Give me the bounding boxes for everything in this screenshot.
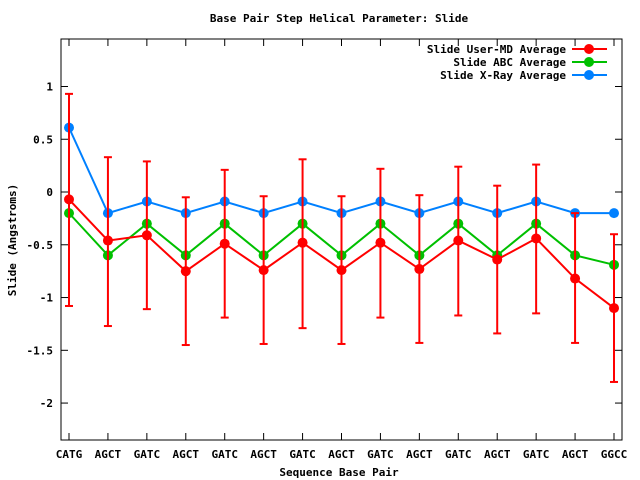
data-point: [64, 194, 74, 205]
x-tick-label: GATC: [445, 448, 472, 461]
y-tick-label: -0.5: [27, 239, 54, 252]
y-tick-label: -1.5: [27, 344, 54, 357]
x-tick-label: CATG: [56, 448, 83, 461]
x-axis-label: Sequence Base Pair: [279, 466, 399, 479]
legend-label: Slide ABC Average: [453, 56, 566, 69]
x-tick-label: GGCC: [601, 448, 628, 461]
legend-label: Slide X-Ray Average: [440, 69, 566, 82]
x-tick-label: AGCT: [95, 448, 122, 461]
x-tick-label: GATC: [523, 448, 550, 461]
y-tick-label: -2: [40, 397, 53, 410]
data-point: [453, 235, 464, 246]
x-tick-label: AGCT: [406, 448, 433, 461]
data-point: [219, 238, 230, 249]
y-tick-label: 0: [46, 186, 53, 199]
legend-label: Slide User-MD Average: [427, 43, 566, 56]
y-tick-label: 1: [46, 80, 53, 93]
y-axis-label: Slide (Angstroms): [6, 184, 19, 297]
data-point: [570, 273, 581, 284]
data-point: [336, 265, 347, 276]
legend-marker: [584, 57, 594, 67]
data-point: [102, 235, 113, 246]
y-tick-label: 0.5: [33, 133, 53, 146]
data-point: [609, 303, 619, 314]
x-tick-label: AGCT: [562, 448, 589, 461]
data-point: [375, 237, 386, 248]
chart-title: Base Pair Step Helical Parameter: Slide: [210, 12, 469, 25]
data-point: [414, 264, 425, 275]
x-tick-label: GATC: [367, 448, 394, 461]
data-point: [531, 233, 542, 244]
y-tick-label: -1: [40, 292, 54, 305]
data-point: [297, 237, 308, 248]
legend-marker: [584, 44, 594, 54]
x-tick-label: AGCT: [484, 448, 511, 461]
data-point: [609, 208, 619, 219]
data-point: [180, 266, 191, 277]
x-tick-label: GATC: [134, 448, 161, 461]
x-tick-label: AGCT: [250, 448, 277, 461]
x-tick-label: GATC: [211, 448, 238, 461]
x-tick-label: AGCT: [328, 448, 355, 461]
data-point: [141, 230, 152, 241]
x-tick-label: GATC: [289, 448, 316, 461]
data-point: [258, 265, 269, 276]
data-point: [492, 254, 503, 265]
x-tick-label: AGCT: [173, 448, 200, 461]
legend-marker: [584, 70, 594, 80]
